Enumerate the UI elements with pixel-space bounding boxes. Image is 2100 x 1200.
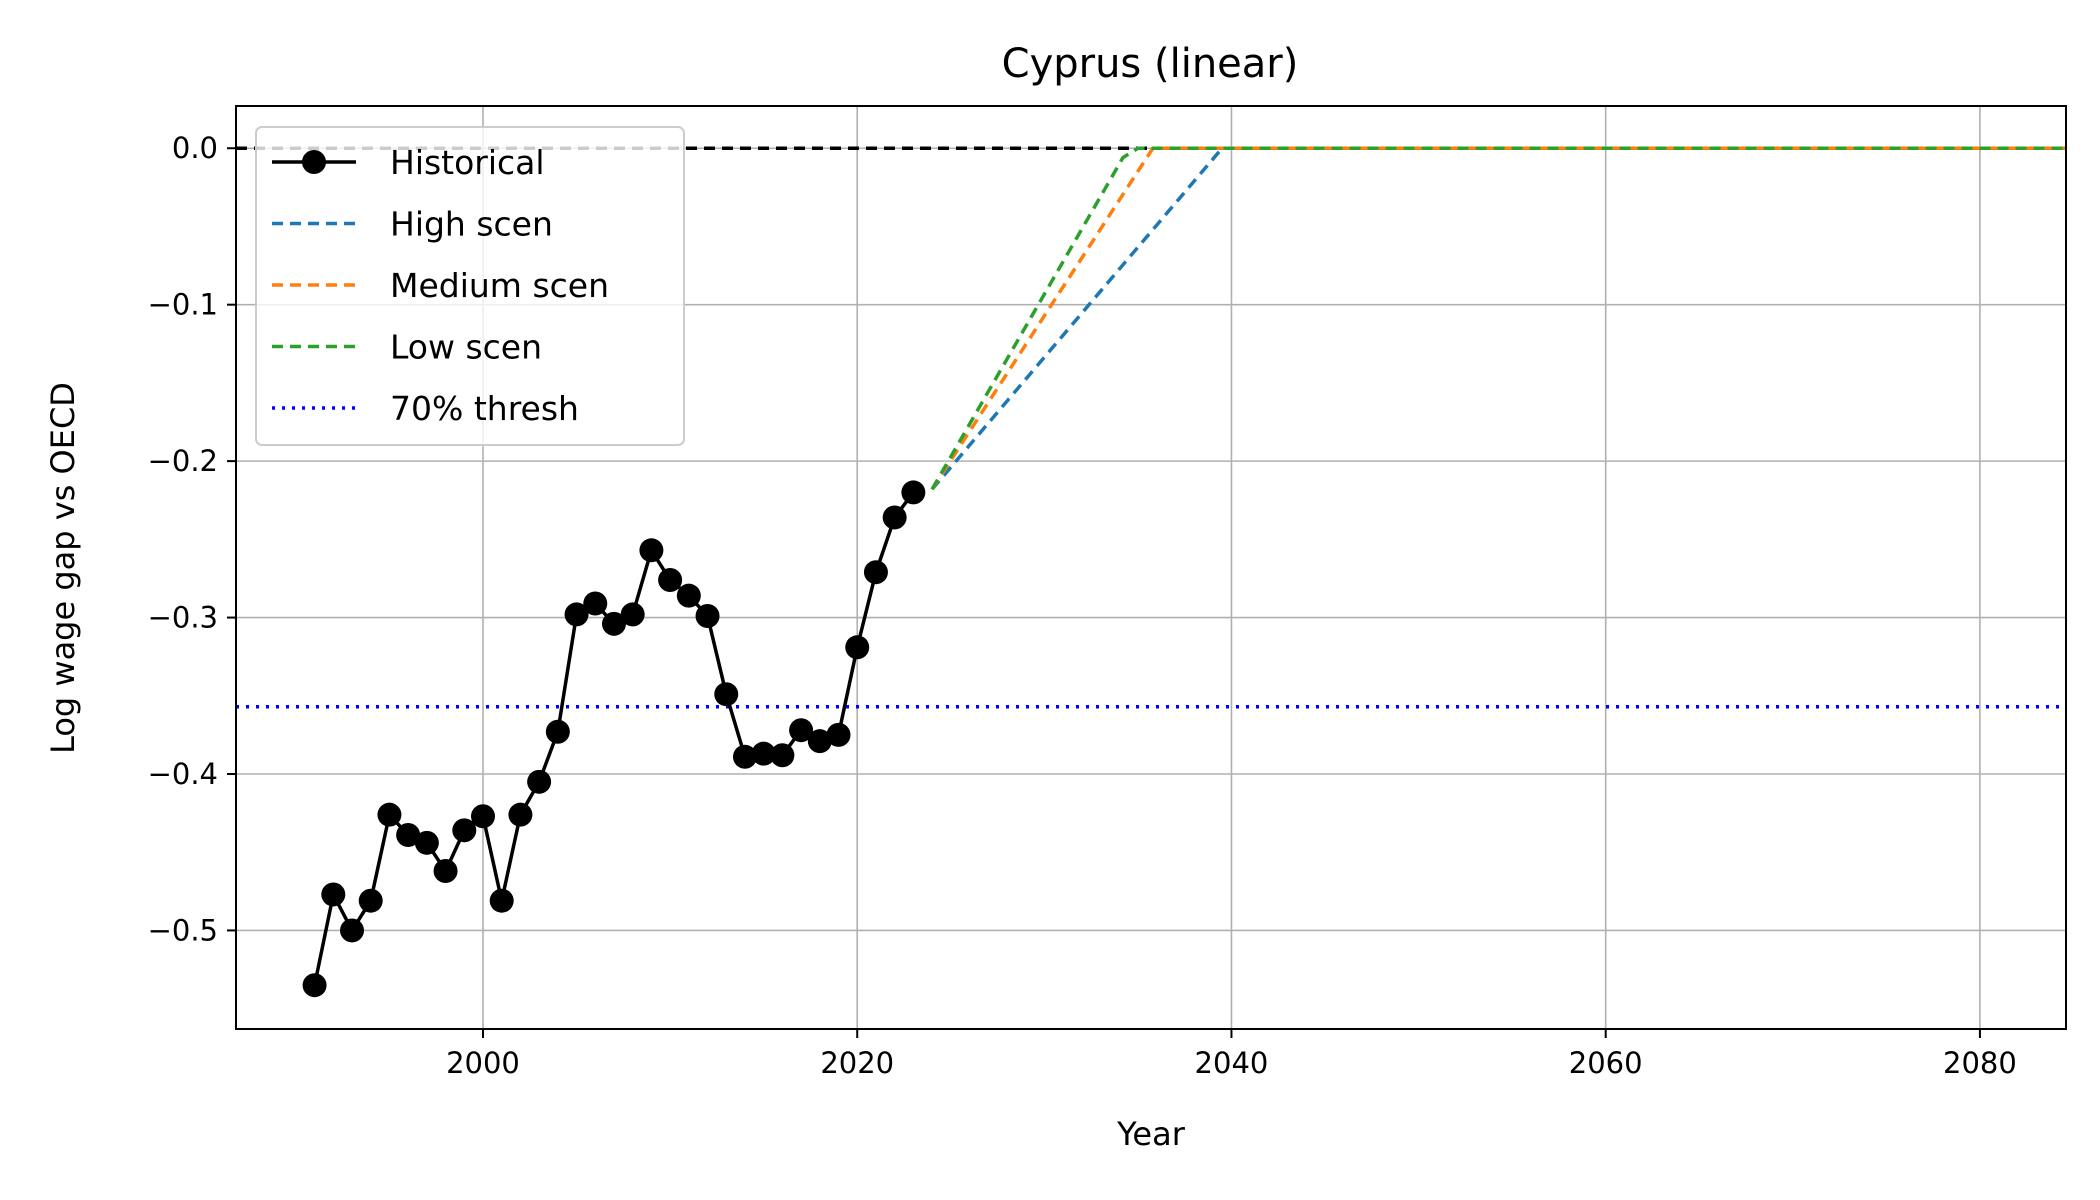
legend-label: High scen (390, 205, 553, 244)
legend-label: Medium scen (390, 266, 609, 305)
legend-label: 70% thresh (390, 389, 579, 428)
y-tick-label: −0.5 (148, 913, 218, 947)
x-tick-label: 2060 (1569, 1046, 1643, 1080)
y-tick-label: −0.4 (148, 757, 218, 791)
historical-point (359, 889, 383, 913)
historical-point (415, 831, 439, 855)
historical-point (658, 568, 682, 592)
historical-point (321, 882, 345, 906)
y-axis-label: Log wage gap vs OECD (44, 382, 82, 754)
historical-point (546, 720, 570, 744)
y-tick-label: 0.0 (172, 131, 218, 165)
y-tick-label: −0.2 (148, 444, 218, 478)
historical-point (471, 804, 495, 828)
historical-point (901, 480, 925, 504)
historical-point (883, 505, 907, 529)
historical-point (714, 682, 738, 706)
legend-label: Historical (390, 143, 545, 182)
historical-point (770, 743, 794, 767)
legend-label: Low scen (390, 328, 542, 367)
x-tick-label: 2040 (1195, 1046, 1269, 1080)
historical-point (527, 770, 551, 794)
historical-point (845, 635, 869, 659)
legend-marker (302, 150, 326, 174)
historical-point (583, 591, 607, 615)
y-tick-label: −0.3 (148, 601, 218, 635)
x-axis-label: Year (1116, 1115, 1186, 1153)
historical-point (827, 723, 851, 747)
historical-point (303, 973, 327, 997)
historical-point (696, 604, 720, 628)
historical-point (639, 538, 663, 562)
chart-title: Cyprus (linear) (1002, 41, 1299, 87)
historical-point (490, 889, 514, 913)
historical-point (340, 918, 364, 942)
x-tick-label: 2000 (446, 1046, 520, 1080)
y-tick-label: −0.1 (148, 288, 218, 322)
x-tick-label: 2020 (820, 1046, 894, 1080)
historical-point (864, 560, 888, 584)
x-tick-label: 2080 (1943, 1046, 2017, 1080)
historical-point (508, 803, 532, 827)
historical-point (677, 584, 701, 608)
legend: Historical High scen Medium scen Low scen 70… (256, 127, 684, 445)
historical-point (434, 859, 458, 883)
historical-point (621, 602, 645, 626)
historical-point (377, 803, 401, 827)
